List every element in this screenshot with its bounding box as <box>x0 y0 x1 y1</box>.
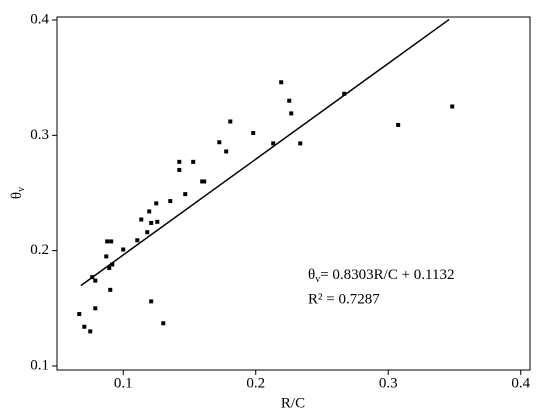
x-tick-label: 0.3 <box>379 375 398 391</box>
y-tick-label: 0.1 <box>30 357 49 373</box>
point <box>450 104 455 109</box>
x-axis-label: R/C <box>281 395 305 411</box>
point <box>202 179 207 184</box>
x-tick-label: 0.1 <box>114 375 133 391</box>
point <box>228 119 233 124</box>
y-tick-label: 0.4 <box>30 11 49 27</box>
y-axis-label: θv <box>9 187 27 199</box>
point <box>121 247 126 252</box>
point <box>191 159 196 164</box>
point <box>217 140 222 145</box>
point <box>154 201 159 206</box>
x-tick-label: 0.4 <box>511 375 530 391</box>
point <box>168 199 173 204</box>
point <box>251 131 256 136</box>
point <box>88 329 93 334</box>
fit-line <box>80 18 450 287</box>
point <box>110 262 115 267</box>
y-tick-label: 0.2 <box>30 242 49 258</box>
point <box>104 254 109 259</box>
point <box>105 239 110 244</box>
point <box>161 321 166 326</box>
point <box>155 219 160 224</box>
plot-frame <box>56 16 531 371</box>
point <box>289 111 294 116</box>
x-tick-label: 0.2 <box>246 375 265 391</box>
eq-subscript: v <box>315 274 320 285</box>
point <box>139 217 144 222</box>
point <box>109 239 114 244</box>
point <box>93 278 98 283</box>
point <box>82 324 87 329</box>
point <box>93 306 98 311</box>
y-tick-label: 0.3 <box>30 127 49 143</box>
point <box>177 159 182 164</box>
point <box>183 192 188 197</box>
point <box>287 98 292 103</box>
point <box>77 312 82 317</box>
point <box>279 80 284 85</box>
point <box>149 220 154 225</box>
point <box>298 141 303 146</box>
y-label-symbol: θ <box>9 192 25 199</box>
point <box>108 287 113 292</box>
point <box>342 91 347 96</box>
r-squared: R² = 0.7287 <box>308 291 380 307</box>
point <box>149 299 154 304</box>
eq-rest: = 0.8303R/C + 0.1132 <box>320 267 454 283</box>
equation: θv= 0.8303R/C + 0.1132 <box>308 267 454 285</box>
point <box>107 265 112 270</box>
point <box>145 230 150 235</box>
y-label-subscript: v <box>16 187 27 192</box>
eq-symbol: θ <box>308 267 315 283</box>
point <box>224 149 229 154</box>
point <box>135 238 140 243</box>
point <box>177 167 182 172</box>
point <box>147 209 152 214</box>
point <box>396 122 401 127</box>
point <box>271 141 276 146</box>
